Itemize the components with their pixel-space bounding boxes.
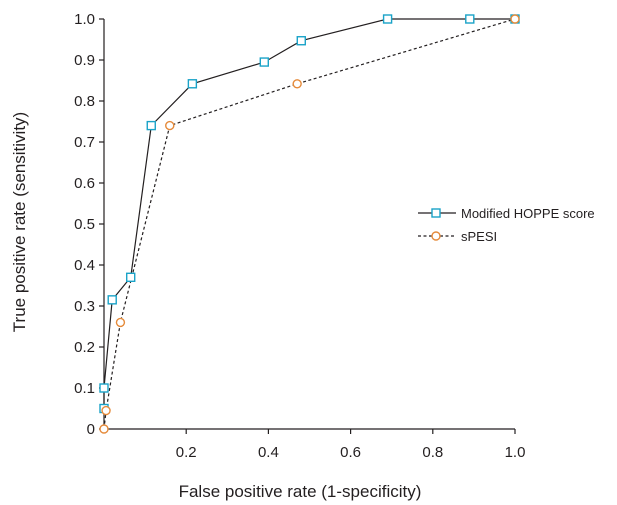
y-tick-label: 0.6 — [74, 175, 95, 192]
y-ticks: 0 0.1 0.2 0.3 0.4 0.5 0.6 0.7 0.8 0.9 1.0 — [74, 11, 104, 438]
legend: Modified HOPPE score sPESI — [418, 206, 595, 244]
y-axis-title: True positive rate (sensitivity) — [10, 112, 29, 332]
x-tick-label: 0.2 — [176, 444, 197, 461]
data-point-series-0 — [465, 14, 475, 24]
legend-marker-hoppe — [431, 208, 441, 218]
data-point-series-0 — [99, 383, 109, 393]
legend-item-hoppe: Modified HOPPE score — [418, 206, 595, 221]
y-tick-label: 0.8 — [74, 93, 95, 110]
legend-label-spesi: sPESI — [461, 229, 497, 244]
series-line-1 — [103, 18, 516, 430]
data-point-series-0 — [107, 295, 117, 305]
y-tick-label: 0.3 — [74, 298, 95, 315]
data-point-series-0 — [382, 14, 393, 24]
data-point-series-1 — [292, 79, 302, 89]
data-point-series-0 — [126, 272, 136, 282]
data-point-series-1 — [99, 424, 109, 434]
data-point-series-0 — [296, 36, 306, 46]
data-point-series-1 — [510, 14, 520, 24]
data-point-series-0 — [259, 57, 269, 67]
x-tick-label: 0.8 — [422, 444, 443, 461]
legend-label-hoppe: Modified HOPPE score — [461, 206, 595, 221]
y-tick-label: 0.9 — [74, 52, 95, 69]
data-point-series-1 — [115, 317, 126, 328]
data-point-series-1 — [101, 405, 111, 416]
x-tick-label: 0.4 — [258, 444, 279, 461]
data-point-series-0 — [146, 120, 156, 131]
x-axis-title: False positive rate (1-specificity) — [179, 482, 422, 501]
y-tick-label: 0.5 — [74, 216, 95, 233]
legend-marker-spesi — [431, 231, 441, 241]
x-ticks: 0.2 0.4 0.6 0.8 1.0 — [176, 429, 526, 461]
x-tick-label: 1.0 — [505, 444, 526, 461]
y-tick-label: 0.7 — [74, 134, 95, 151]
data-point-series-1 — [165, 120, 175, 131]
data-point-series-0 — [187, 79, 198, 89]
series-line-0 — [103, 18, 515, 409]
x-tick-label: 0.6 — [340, 444, 361, 461]
y-tick-label: 0.2 — [74, 339, 95, 356]
y-tick-label: 0.4 — [74, 257, 95, 274]
y-tick-label: 1.0 — [74, 11, 95, 28]
series-layer — [99, 14, 520, 434]
y-tick-label: 0.1 — [74, 380, 95, 397]
legend-item-spesi: sPESI — [418, 229, 497, 244]
y-tick-label: 0 — [87, 421, 95, 438]
